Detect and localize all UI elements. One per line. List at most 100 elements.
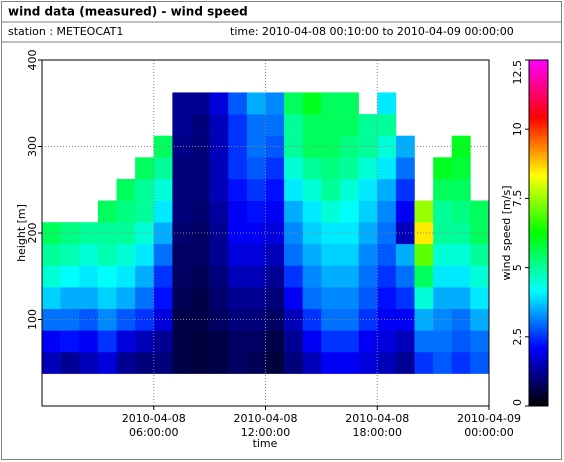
heatmap-cell — [172, 330, 192, 353]
heatmap-cell — [97, 287, 117, 309]
heatmap-cell — [414, 330, 434, 353]
heatmap-cell — [172, 351, 192, 374]
heatmap-cell — [228, 351, 248, 374]
heatmap-cell — [172, 308, 192, 331]
heatmap-cell — [377, 308, 397, 331]
heatmap-cell — [358, 157, 378, 180]
station: station : METEOCAT1 — [8, 25, 123, 38]
heatmap-cell — [265, 222, 285, 245]
colorbar-tick-label: 0 — [511, 399, 524, 406]
heatmap-cell — [60, 287, 80, 309]
heatmap-cell — [191, 135, 210, 158]
heatmap-cell — [284, 178, 304, 201]
heatmap-cell — [470, 222, 490, 245]
heatmap-cell — [414, 200, 434, 223]
heatmap-cell — [209, 114, 229, 136]
colorbar-tick-label: 12.5 — [511, 60, 524, 85]
heatmap-cell — [340, 287, 359, 309]
heatmap-cell — [153, 243, 173, 266]
x-tick-label: 2010-04-09 00:00:00 — [457, 412, 521, 439]
heatmap-cell — [358, 178, 378, 201]
heatmap-cell — [302, 287, 322, 309]
heatmap-cell — [414, 243, 434, 266]
heatmap-cell — [321, 157, 341, 180]
heatmap-cell — [153, 351, 173, 374]
heatmap-cell — [340, 222, 359, 245]
heatmap-cell — [228, 265, 248, 288]
heatmap-cell — [79, 222, 99, 245]
heatmap-cell — [172, 200, 192, 223]
y-tick-label: 300 — [26, 136, 39, 157]
heatmap-cell — [302, 92, 322, 115]
heatmap-cell — [433, 287, 453, 309]
heatmap-cell — [246, 92, 266, 115]
heatmap-cell — [302, 265, 322, 288]
heatmap-cell — [284, 351, 304, 374]
heatmap-cell — [79, 287, 99, 309]
heatmap-cell — [228, 243, 248, 266]
heatmap-cell — [284, 222, 304, 245]
heatmap-cell — [377, 243, 397, 266]
heatmap-cell — [451, 308, 471, 331]
colorbar-tick-label: 7.5 — [511, 190, 524, 208]
heatmap-cell — [228, 157, 248, 180]
y-tick-label: 400 — [26, 50, 39, 71]
heatmap-cell — [265, 200, 285, 223]
heatmap-cell — [302, 200, 322, 223]
heatmap-cell — [284, 114, 304, 136]
heatmap-cell — [153, 135, 173, 158]
heatmap-cell — [265, 287, 285, 309]
heatmap-cell — [433, 157, 453, 180]
heatmap-cell — [340, 308, 359, 331]
heatmap-cell — [265, 243, 285, 266]
heatmap-cell — [340, 92, 359, 115]
heatmap-cell — [265, 178, 285, 201]
heatmap-cell — [60, 243, 80, 266]
heatmap-cell — [433, 308, 453, 331]
heatmap-cell — [377, 92, 397, 115]
heatmap-cell — [470, 308, 490, 331]
heatmap-cell — [451, 265, 471, 288]
heatmap-cell — [284, 157, 304, 180]
heatmap-cell — [153, 287, 173, 309]
heatmap-cell — [470, 265, 490, 288]
heatmap-cell — [265, 351, 285, 374]
heatmap-cell — [358, 308, 378, 331]
heatmap-cell — [321, 200, 341, 223]
heatmap-cell — [451, 135, 471, 158]
heatmap-cell — [135, 265, 155, 288]
heatmap-cell — [209, 351, 229, 374]
heatmap-cell — [395, 243, 415, 266]
heatmap-cell — [97, 243, 117, 266]
heatmap-cell — [433, 178, 453, 201]
heatmap-cell — [209, 178, 229, 201]
heatmap-cell — [340, 330, 359, 353]
heatmap-cell — [153, 265, 173, 288]
heatmap-cell — [284, 330, 304, 353]
heatmap-cell — [358, 351, 378, 374]
heatmap-cell — [433, 351, 453, 374]
heatmap-cell — [191, 308, 210, 331]
heatmap-cell — [97, 330, 117, 353]
heatmap-cell — [377, 200, 397, 223]
heatmap-cell — [377, 135, 397, 158]
heatmap-cell — [358, 287, 378, 309]
heatmap-cell — [470, 200, 490, 223]
heatmap-cell — [153, 222, 173, 245]
heatmap-cell — [135, 178, 155, 201]
heatmap-cell — [42, 243, 61, 266]
heatmap-cell — [433, 200, 453, 223]
heatmap-cell — [191, 222, 210, 245]
heatmap-cell — [451, 330, 471, 353]
heatmap-cell — [228, 92, 248, 115]
heatmap-cell — [191, 200, 210, 223]
heatmap-cell — [358, 330, 378, 353]
y-tick-label: 100 — [26, 309, 39, 330]
heatmap-cell — [377, 330, 397, 353]
heatmap-cell — [414, 351, 434, 374]
heatmap-cell — [246, 351, 266, 374]
heatmap-cell — [209, 287, 229, 309]
heatmap-cell — [246, 308, 266, 331]
